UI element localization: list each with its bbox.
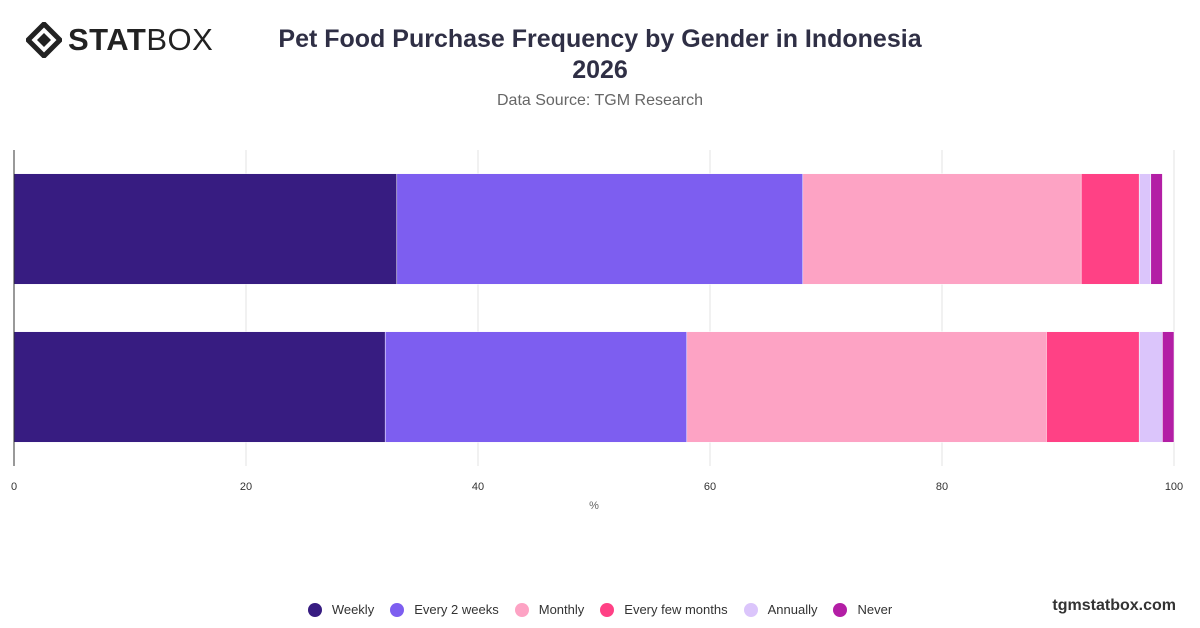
chart-legend: Weekly Every 2 weeks Monthly Every few mont…	[0, 602, 1200, 617]
legend-label: Monthly	[538, 602, 585, 617]
legend-label: Weekly	[331, 602, 375, 617]
legend-swatch	[390, 602, 405, 617]
bar-segment	[1138, 173, 1152, 285]
brand-wordmark: STATBOX	[68, 22, 213, 58]
chart-subtitle: Data Source: TGM Research	[496, 92, 703, 109]
bar-segment	[13, 331, 386, 443]
chart-title-line2: 2026	[572, 56, 628, 84]
legend-swatch	[514, 602, 529, 617]
legend-label: Never	[857, 602, 893, 617]
x-axis-label: %	[589, 500, 599, 512]
legend-label: Every 2 weeks	[414, 602, 499, 617]
bar-segment	[686, 331, 1047, 443]
x-tick-label: 0	[11, 481, 17, 493]
legend-label: Annually	[767, 602, 818, 617]
stacked-bar-chart: 0 20 40 60 80 100%	[11, 150, 1183, 512]
bar-segment	[396, 173, 804, 285]
bar-segment	[384, 331, 688, 443]
brand-wordmark-bold: STAT	[68, 22, 147, 57]
legend-label: Every few months	[624, 602, 728, 617]
legend-item[interactable]: Every few months	[600, 602, 728, 617]
x-tick-label: 60	[704, 481, 716, 493]
chart-title: Pet Food Purchase Frequency by Gender in…	[240, 24, 960, 86]
legend-item[interactable]: Never	[833, 602, 892, 617]
legend-item[interactable]: Annually	[743, 602, 818, 617]
bar-segment	[1150, 173, 1163, 285]
diamond-logo-icon	[26, 22, 62, 58]
legend-swatch	[833, 602, 848, 617]
legend-swatch	[307, 602, 322, 617]
bar-segment	[13, 173, 398, 285]
legend-item[interactable]: Weekly	[307, 602, 375, 617]
footer-site-link[interactable]: tgmstatbox.com	[1052, 597, 1176, 614]
legend-swatch	[743, 602, 758, 617]
legend-item[interactable]: Every 2 weeks	[390, 602, 499, 617]
x-tick-label: 100	[1165, 481, 1183, 493]
bar-segment	[1046, 331, 1140, 443]
legend-swatch	[600, 602, 615, 617]
brand-wordmark-light: BOX	[146, 22, 214, 57]
x-tick-label: 20	[240, 481, 252, 493]
bar-segment	[802, 173, 1082, 285]
bar-segment	[1138, 331, 1163, 443]
chart-title-line1: Pet Food Purchase Frequency by Gender in…	[278, 25, 922, 53]
x-tick-label: 80	[936, 481, 948, 493]
legend-item[interactable]: Monthly	[514, 602, 585, 617]
bar-segment	[1080, 173, 1140, 285]
brand-logo: STATBOX	[26, 22, 213, 58]
bar-segment	[1162, 331, 1175, 443]
x-tick-label: 40	[472, 481, 484, 493]
